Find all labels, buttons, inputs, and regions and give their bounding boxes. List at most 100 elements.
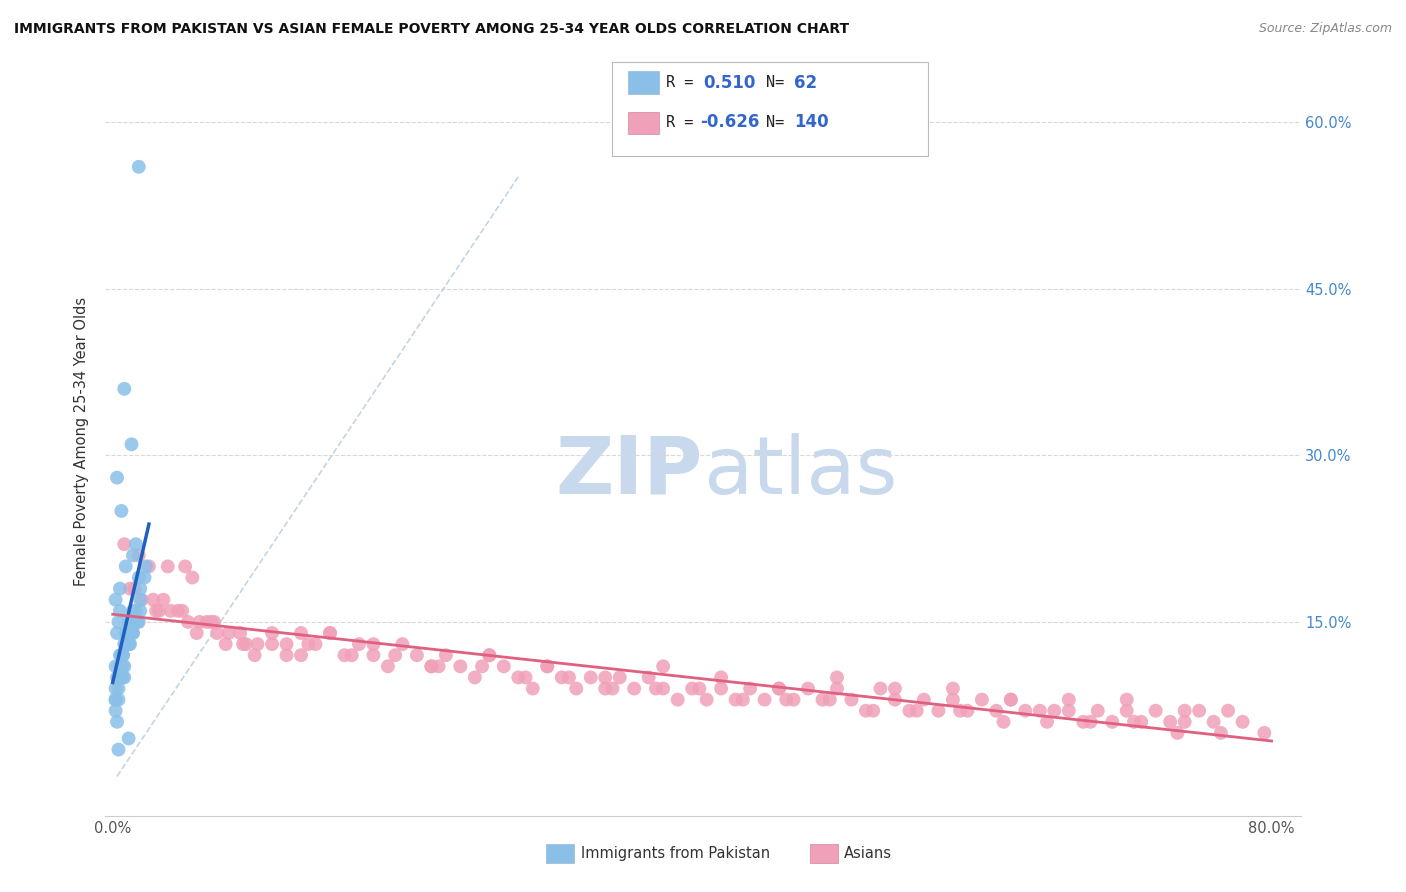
Point	[1087, 704, 1109, 718]
Point	[1166, 726, 1188, 740]
Point	[1130, 714, 1153, 729]
Point	[117, 637, 139, 651]
Point	[1057, 704, 1080, 718]
Point	[260, 626, 283, 640]
Point	[174, 559, 197, 574]
Point	[129, 582, 152, 596]
Point	[825, 670, 848, 684]
Point	[110, 504, 132, 518]
Point	[558, 670, 581, 684]
Text: -0.626: -0.626	[700, 113, 759, 131]
Point	[117, 615, 139, 629]
Y-axis label: Female Poverty Among 25-34 Year Olds: Female Poverty Among 25-34 Year Olds	[75, 297, 90, 586]
Point	[912, 692, 935, 706]
Point	[205, 626, 228, 640]
Point	[797, 681, 820, 696]
Point	[993, 714, 1015, 729]
Point	[290, 626, 312, 640]
Point	[105, 470, 128, 484]
Point	[841, 692, 863, 706]
Point	[884, 692, 907, 706]
Point	[114, 626, 136, 640]
Point	[152, 592, 174, 607]
Point	[148, 604, 170, 618]
Point	[108, 604, 131, 618]
Point	[363, 648, 385, 663]
Point	[1123, 714, 1146, 729]
Point	[112, 382, 135, 396]
Point	[128, 160, 150, 174]
Point	[195, 615, 218, 629]
Point	[522, 681, 544, 696]
Point	[942, 692, 965, 706]
Point	[478, 648, 501, 663]
Point	[363, 637, 385, 651]
Point	[121, 626, 143, 640]
Point	[111, 648, 134, 663]
Point	[107, 681, 129, 696]
Point	[666, 692, 689, 706]
Point	[1216, 704, 1239, 718]
Text: 140: 140	[794, 113, 830, 131]
Text: Asians: Asians	[844, 847, 891, 861]
Point	[105, 670, 128, 684]
Point	[243, 648, 266, 663]
Point	[427, 659, 450, 673]
Point	[111, 648, 134, 663]
Point	[927, 704, 949, 718]
Point	[536, 659, 558, 673]
Point	[565, 681, 588, 696]
Point	[128, 615, 150, 629]
Point	[104, 692, 127, 706]
Point	[449, 659, 471, 673]
Point	[319, 626, 342, 640]
Point	[898, 704, 921, 718]
Point	[125, 537, 148, 551]
Point	[111, 648, 134, 663]
Point	[177, 615, 200, 629]
Point	[1115, 704, 1137, 718]
Point	[156, 559, 179, 574]
Point	[128, 570, 150, 584]
Point	[129, 592, 152, 607]
Point	[181, 570, 204, 584]
Point	[108, 648, 131, 663]
Point	[122, 626, 145, 640]
Point	[121, 437, 143, 451]
Point	[117, 731, 139, 746]
Point	[104, 659, 127, 673]
Point	[122, 615, 145, 629]
Point	[536, 659, 558, 673]
Point	[200, 615, 222, 629]
Point	[104, 704, 127, 718]
Point	[768, 681, 790, 696]
Point	[391, 637, 413, 651]
Point	[949, 704, 972, 718]
Point	[159, 604, 181, 618]
Point	[768, 681, 790, 696]
Point	[645, 681, 668, 696]
Point	[609, 670, 631, 684]
Point	[333, 648, 356, 663]
Point	[111, 670, 134, 684]
Point	[818, 692, 841, 706]
Point	[775, 692, 797, 706]
Point	[108, 659, 131, 673]
Point	[124, 582, 146, 596]
Point	[1174, 714, 1197, 729]
Point	[738, 681, 761, 696]
Text: atlas: atlas	[703, 433, 897, 510]
Point	[811, 692, 834, 706]
Point	[167, 604, 190, 618]
Point	[297, 637, 319, 651]
Point	[652, 681, 675, 696]
Point	[731, 692, 754, 706]
Point	[681, 681, 703, 696]
Point	[420, 659, 443, 673]
Point	[114, 637, 136, 651]
Point	[724, 692, 747, 706]
Point	[1000, 692, 1022, 706]
Point	[117, 626, 139, 640]
Point	[754, 692, 776, 706]
Point	[129, 604, 152, 618]
